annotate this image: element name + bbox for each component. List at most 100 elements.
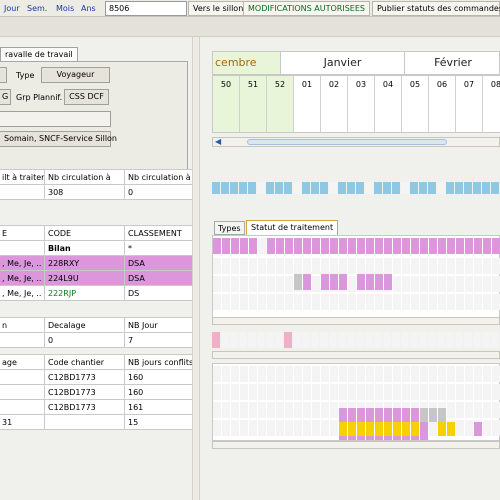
day-cell[interactable] xyxy=(384,436,392,440)
day-cell[interactable] xyxy=(384,294,392,310)
period-link-sem[interactable]: Sem. xyxy=(27,4,48,13)
day-cell[interactable] xyxy=(330,294,338,310)
day-cell[interactable] xyxy=(438,366,446,382)
day-cell[interactable] xyxy=(311,332,319,348)
day-cell[interactable] xyxy=(492,420,500,436)
day-cell[interactable] xyxy=(438,422,446,436)
day-cell[interactable] xyxy=(221,182,229,194)
day-cell[interactable] xyxy=(320,182,328,194)
day-cell[interactable] xyxy=(384,274,392,290)
day-cell[interactable] xyxy=(438,408,446,422)
day-cell[interactable] xyxy=(329,332,337,348)
day-cell[interactable] xyxy=(375,422,383,436)
day-cell[interactable] xyxy=(428,332,436,348)
day-cell[interactable] xyxy=(312,294,320,310)
day-cell[interactable] xyxy=(249,238,257,254)
grp-plannif-value[interactable]: CSS DCF xyxy=(64,89,109,105)
day-cell[interactable] xyxy=(231,258,239,274)
day-cell[interactable] xyxy=(330,238,338,254)
day-cell[interactable] xyxy=(312,366,320,382)
day-cell[interactable] xyxy=(366,436,374,440)
day-cell[interactable] xyxy=(491,332,499,348)
day-cell[interactable] xyxy=(213,384,221,400)
day-cell[interactable] xyxy=(392,182,400,194)
day-cell[interactable] xyxy=(249,366,257,382)
day-cell[interactable] xyxy=(348,366,356,382)
day-cell[interactable] xyxy=(303,274,311,290)
tab-types[interactable]: Types xyxy=(214,221,245,235)
day-cell[interactable] xyxy=(321,420,329,436)
scrollbar-thumb[interactable] xyxy=(247,139,447,145)
day-cell[interactable] xyxy=(303,258,311,274)
scroll-left-icon[interactable]: ◀ xyxy=(215,137,222,146)
table-row[interactable]: C12BD1773 161 xyxy=(0,399,192,415)
day-cell[interactable] xyxy=(330,402,338,418)
day-cell[interactable] xyxy=(267,420,275,436)
day-cell[interactable] xyxy=(402,408,410,422)
day-cell[interactable] xyxy=(239,332,247,348)
day-cell[interactable] xyxy=(456,294,464,310)
day-cell[interactable] xyxy=(411,276,419,292)
day-cell[interactable] xyxy=(267,258,275,274)
day-cell[interactable] xyxy=(258,366,266,382)
day-cell[interactable] xyxy=(483,402,491,418)
day-cell[interactable] xyxy=(420,436,428,440)
day-cell[interactable] xyxy=(402,436,410,440)
table-row[interactable]: , Me, Je, .. 228RXY DSA xyxy=(0,255,192,271)
day-cell[interactable] xyxy=(456,276,464,292)
day-cell[interactable] xyxy=(321,384,329,400)
day-cell[interactable] xyxy=(429,238,437,254)
day-cell[interactable] xyxy=(212,332,220,348)
table-row[interactable]: C12BD1773 160 xyxy=(0,369,192,385)
day-cell[interactable] xyxy=(393,294,401,310)
day-cell[interactable] xyxy=(410,182,418,194)
day-cell[interactable] xyxy=(492,276,500,292)
day-cell[interactable] xyxy=(393,238,401,254)
day-cell[interactable] xyxy=(474,258,482,274)
day-cell[interactable] xyxy=(357,274,365,290)
day-cell[interactable] xyxy=(402,294,410,310)
day-cell[interactable] xyxy=(366,274,374,290)
day-cell[interactable] xyxy=(221,332,229,348)
day-cell[interactable] xyxy=(213,276,221,292)
day-cell[interactable] xyxy=(266,182,274,194)
day-cell[interactable] xyxy=(240,276,248,292)
day-cell[interactable] xyxy=(258,294,266,310)
day-cell[interactable] xyxy=(429,384,437,400)
day-cell[interactable] xyxy=(429,366,437,382)
day-cell[interactable] xyxy=(366,294,374,310)
day-cell[interactable] xyxy=(456,366,464,382)
tab-ravalle-de-travail[interactable]: ravalle de travail xyxy=(0,47,78,61)
day-cell[interactable] xyxy=(240,420,248,436)
day-cell[interactable] xyxy=(276,276,284,292)
day-cell[interactable] xyxy=(411,238,419,254)
day-cell[interactable] xyxy=(357,408,365,422)
table-row[interactable]: , Me, Je, .. 224L9U DSA xyxy=(0,270,192,286)
day-cell[interactable] xyxy=(411,294,419,310)
day-cell[interactable] xyxy=(492,238,500,254)
day-cell[interactable] xyxy=(276,294,284,310)
day-cell[interactable] xyxy=(285,366,293,382)
table-row[interactable]: , Me, Je, .. 222RJP DS xyxy=(0,285,192,301)
day-cell[interactable] xyxy=(285,420,293,436)
day-cell[interactable] xyxy=(348,422,356,436)
day-cell[interactable] xyxy=(339,408,347,422)
day-cell[interactable] xyxy=(348,238,356,254)
publier-statuts-button[interactable]: Publier statuts des commandes xyxy=(372,1,500,16)
day-cell[interactable] xyxy=(248,182,256,194)
day-cell[interactable] xyxy=(465,258,473,274)
day-cell[interactable] xyxy=(393,436,401,440)
vers-le-sillon-button[interactable]: Vers le sillon xyxy=(188,1,249,16)
day-cell[interactable] xyxy=(411,384,419,400)
day-cell[interactable] xyxy=(312,402,320,418)
table-row[interactable]: 31 15 xyxy=(0,414,192,430)
day-cell[interactable] xyxy=(411,366,419,382)
day-cell[interactable] xyxy=(231,384,239,400)
day-cell[interactable] xyxy=(294,258,302,274)
day-cell[interactable] xyxy=(420,422,428,436)
day-cell[interactable] xyxy=(447,258,455,274)
day-cell[interactable] xyxy=(302,182,310,194)
day-cell[interactable] xyxy=(267,384,275,400)
day-cell[interactable] xyxy=(285,238,293,254)
day-cell[interactable] xyxy=(303,420,311,436)
